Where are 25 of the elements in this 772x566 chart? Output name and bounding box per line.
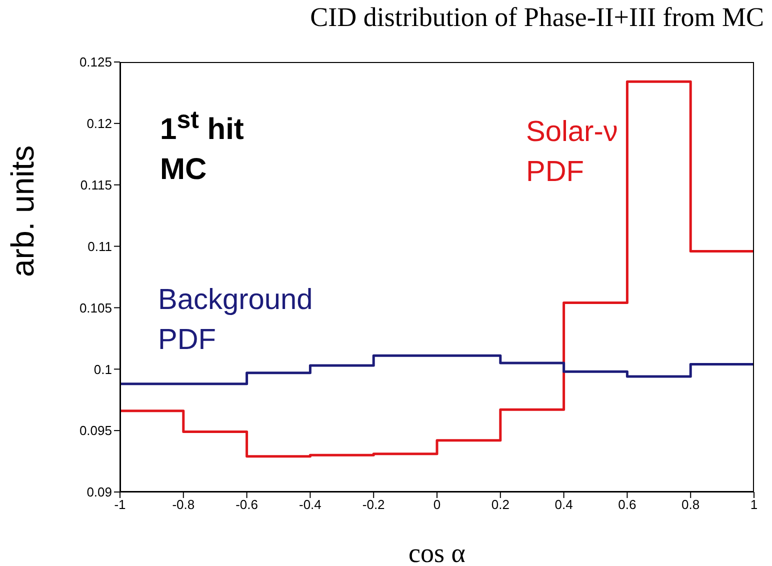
chart-title: CID distribution of Phase-II+III from MC [310, 2, 764, 33]
x-tick-label: -0.4 [298, 497, 322, 512]
y-tick-label: 0.11 [88, 238, 112, 254]
x-tick-label: -0.8 [172, 497, 195, 512]
y-tick-label: 0.125 [79, 54, 112, 70]
x-axis-title: cos α [408, 538, 466, 566]
x-tick-label: 1 [750, 497, 758, 512]
series-label: Solar-ν PDF [526, 115, 619, 190]
x-tick-label: 0.4 [554, 497, 573, 512]
x-tick-label: -0.6 [236, 497, 258, 512]
y-tick-label: 0.115 [80, 177, 112, 192]
y-tick-label: 0.12 [86, 116, 112, 132]
series-label: Background PDF [158, 283, 314, 358]
x-tick-label: -0.2 [362, 497, 385, 512]
y-tick-label: 0.105 [79, 300, 112, 316]
x-tick-label: 0.8 [682, 497, 700, 512]
x-tick-label: 0 [433, 497, 441, 512]
y-tick-label: 0.095 [79, 423, 112, 438]
x-tick-label: 0.6 [618, 497, 636, 512]
x-tick-label: -1 [114, 497, 126, 512]
y-tick-label: 0.1 [94, 362, 112, 377]
y-axis-title: arb. units [4, 145, 40, 277]
annotation: 1$^{st}$ hit MC [160, 105, 244, 188]
x-tick-label: 0.2 [491, 497, 510, 512]
y-tick-label: 0.09 [86, 484, 112, 500]
